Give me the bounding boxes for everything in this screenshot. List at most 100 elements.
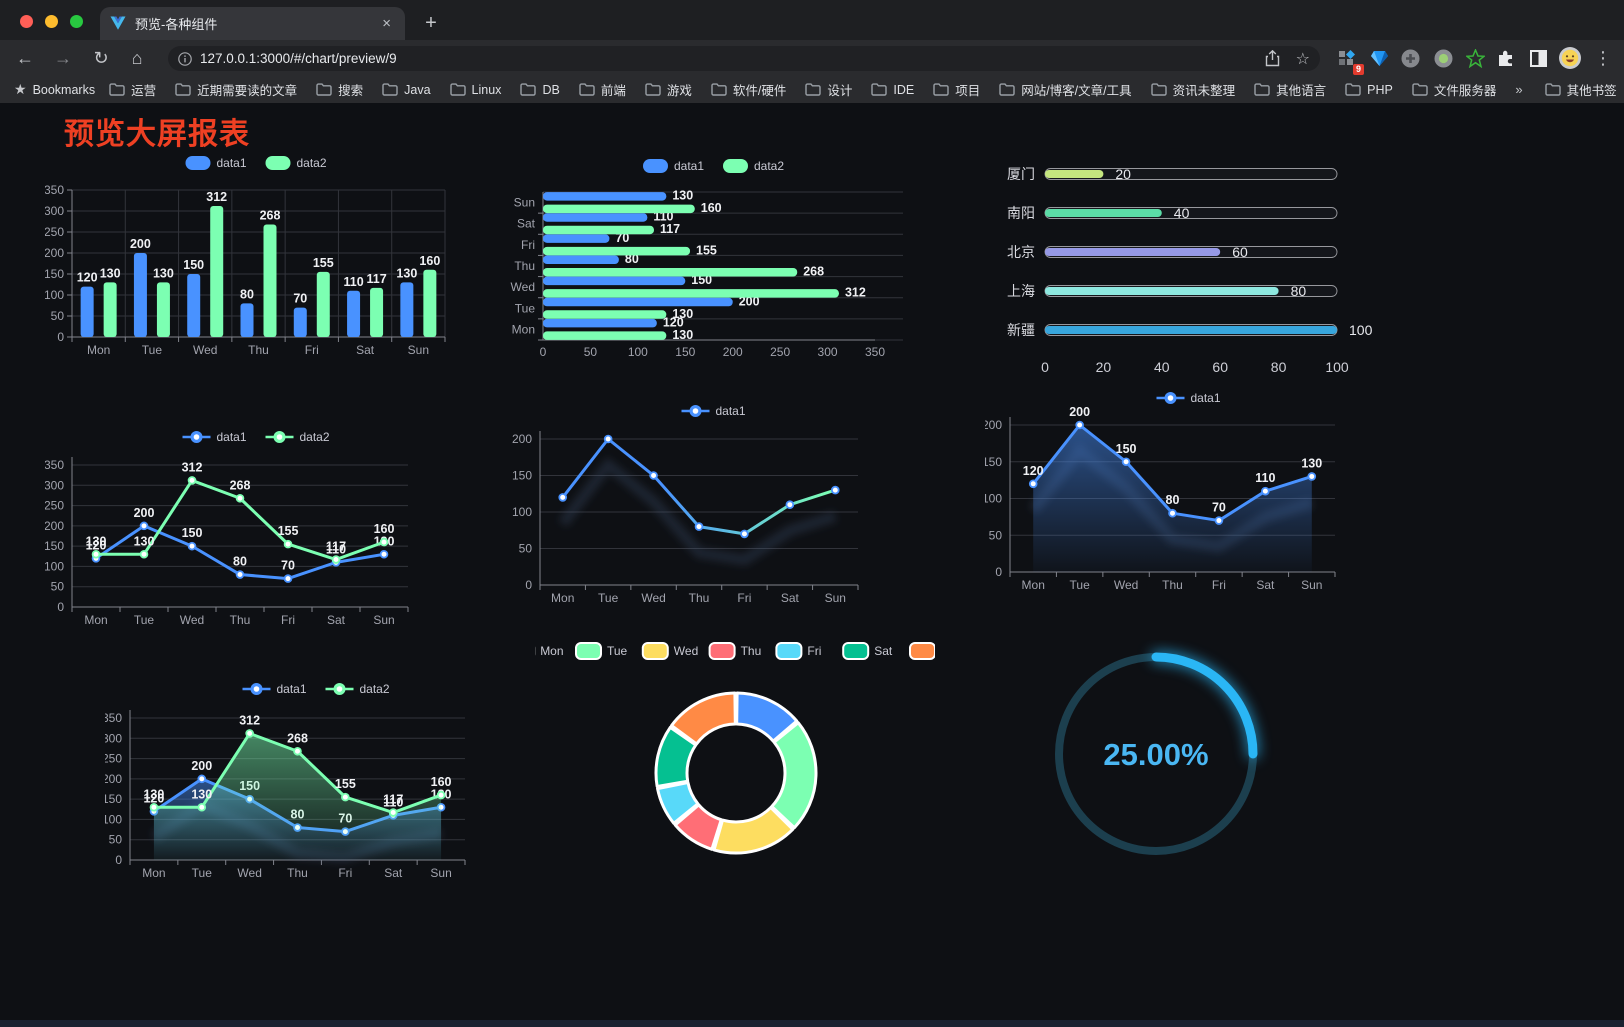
bookmark-star-icon[interactable]: ☆ (1295, 50, 1310, 68)
back-icon[interactable]: ← (16, 47, 34, 68)
svg-text:200: 200 (1069, 405, 1090, 419)
bookmark-folder[interactable]: 软件/硬件 (711, 80, 786, 99)
svg-text:130: 130 (86, 534, 107, 548)
green-star-icon[interactable] (1461, 44, 1489, 72)
bookmarks-overflow-icon[interactable]: » (1515, 82, 1523, 97)
forward-icon[interactable]: → (54, 47, 72, 68)
url-text[interactable]: 127.0.0.1:3000/#/chart/preview/9 (200, 51, 397, 66)
svg-text:data1: data1 (217, 430, 247, 444)
svg-text:312: 312 (239, 713, 260, 727)
bookmark-folder[interactable]: 文件服务器 (1412, 80, 1496, 99)
svg-text:Thu: Thu (287, 866, 308, 880)
bookmark-folder[interactable]: IDE (871, 83, 914, 97)
line-gradient-chart[interactable]: 0 50 100 150 200 Mon Tue Wed Thu Fri Sat Sun data1 (505, 393, 925, 613)
svg-text:0: 0 (57, 330, 64, 344)
record-dot-icon[interactable] (1429, 44, 1457, 72)
svg-text:200: 200 (723, 345, 743, 359)
line-two-series-chart[interactable]: 0 50 100 150 200 250 300 350 Mon Tue Wed Thu Fri Sat S… (44, 425, 470, 637)
bookmarks-label[interactable]: Bookmarks (32, 82, 96, 97)
area-two-series-chart[interactable]: 0 50 100 150 200 250 300 350 Mon Tue Wed Thu Fri Sat S… (102, 676, 530, 890)
svg-text:0: 0 (115, 853, 122, 867)
bookmark-folder[interactable]: 资讯未整理 (1150, 80, 1235, 99)
bookmark-folder[interactable]: DB (520, 83, 560, 97)
svg-text:80: 80 (1291, 283, 1307, 299)
svg-text:150: 150 (183, 258, 204, 272)
tab-close-icon[interactable]: × (382, 15, 391, 32)
bookmark-folder[interactable]: Java (382, 83, 431, 97)
bookmark-folder[interactable]: 游戏 (645, 80, 692, 99)
svg-text:150: 150 (985, 455, 1002, 469)
address-bar[interactable]: 127.0.0.1:3000/#/chart/preview/9 ☆ (168, 46, 1320, 71)
fullscreen-window-button[interactable] (70, 15, 83, 28)
folder-icon (579, 83, 595, 96)
svg-text:117: 117 (383, 793, 403, 807)
svg-text:300: 300 (45, 478, 64, 492)
svg-text:Sat: Sat (517, 217, 536, 231)
svg-text:Sat: Sat (384, 866, 403, 880)
close-window-button[interactable] (20, 15, 33, 28)
bookmark-folder[interactable]: 近期需要读的文章 (175, 80, 297, 99)
svg-text:Tue: Tue (142, 343, 163, 357)
emoji-avatar-icon[interactable] (1556, 44, 1584, 72)
svg-text:data1: data1 (277, 682, 307, 696)
bookmark-folder[interactable]: Linux (449, 83, 501, 97)
bookmark-folder[interactable]: 网站/博客/文章/工具 (999, 80, 1132, 99)
svg-text:110: 110 (653, 210, 673, 224)
gem-icon[interactable] (1365, 44, 1393, 72)
page-content: 预览大屏报表 0 50 100 150 200 250 300 350 Mon Tue Wed Thu… (0, 103, 1624, 1027)
svg-text:Mon: Mon (84, 613, 107, 627)
svg-text:Thu: Thu (1162, 578, 1183, 592)
folder-icon (1412, 83, 1428, 96)
site-info-icon[interactable] (178, 51, 192, 66)
browser-tab[interactable]: 预览-各种组件 × (100, 7, 405, 40)
minimize-window-button[interactable] (45, 15, 58, 28)
new-tab-button[interactable]: + (425, 11, 437, 34)
bookmark-folder[interactable]: PHP (1345, 83, 1393, 97)
bar-vertical-chart[interactable]: 0 50 100 150 200 250 300 350 Mon Tue Wed Thu Fri Sat S… (44, 150, 470, 362)
svg-text:Sun: Sun (373, 613, 394, 627)
contrast-square-icon[interactable] (1524, 44, 1552, 72)
svg-text:100: 100 (1325, 359, 1349, 375)
svg-text:312: 312 (845, 286, 866, 300)
svg-text:Tue: Tue (515, 301, 536, 315)
bookmark-folder[interactable]: 项目 (933, 80, 980, 99)
svg-text:80: 80 (1271, 359, 1287, 375)
bar-horizontal-chart[interactable]: Mon Tue Wed Thu Fri Sat Sun 0 50 100 150 200 250 300 3… (505, 150, 925, 365)
bookmark-folder[interactable]: 搜索 (316, 80, 363, 99)
reload-icon[interactable]: ↻ (93, 47, 109, 68)
share-icon[interactable] (1265, 50, 1280, 67)
svg-text:120: 120 (77, 271, 98, 285)
other-bookmarks-folder[interactable]: 其他书签 (1544, 80, 1617, 99)
svg-text:150: 150 (675, 345, 695, 359)
svg-text:100: 100 (985, 492, 1002, 506)
svg-text:120: 120 (663, 315, 684, 329)
svg-text:312: 312 (206, 190, 227, 204)
city-progress-chart[interactable]: 厦门 20 南阳 40 北京 60 上海 80 新疆 100 0 20 40 60 80 100 (990, 152, 1395, 382)
menu-kebab-icon[interactable]: ⋮ (1594, 47, 1612, 68)
svg-text:Fri: Fri (305, 343, 319, 357)
svg-text:Mon: Mon (142, 866, 165, 880)
svg-text:Tue: Tue (607, 644, 628, 658)
svg-text:250: 250 (105, 752, 122, 766)
svg-text:0: 0 (540, 345, 547, 359)
svg-text:data2: data2 (754, 159, 784, 173)
bookmark-folder[interactable]: 前端 (579, 80, 626, 99)
gauge-chart[interactable]: 25.00% (1040, 640, 1275, 875)
line-area-chart[interactable]: 0 50 100 150 200 Mon Tue Wed Thu Fri Sat Sun 120 200 1… (982, 388, 1395, 600)
bookmark-folder[interactable]: 其他语言 (1254, 80, 1326, 99)
bookmark-folder[interactable]: 设计 (805, 80, 852, 99)
svg-text:120: 120 (1023, 464, 1044, 478)
svg-text:Tue: Tue (192, 866, 213, 880)
folder-icon (1345, 83, 1361, 96)
svg-text:50: 50 (109, 833, 123, 847)
home-icon[interactable]: ⌂ (131, 47, 143, 68)
svg-text:60: 60 (1232, 244, 1248, 260)
puzzle-icon[interactable] (1492, 44, 1520, 72)
svg-text:300: 300 (105, 731, 122, 745)
bookmark-folder[interactable]: 运营 (109, 80, 156, 99)
svg-text:70: 70 (293, 292, 307, 306)
gray-circle-icon[interactable] (1396, 44, 1424, 72)
svg-text:160: 160 (374, 522, 395, 536)
extensions-grid-icon[interactable]: 9 (1332, 44, 1364, 75)
